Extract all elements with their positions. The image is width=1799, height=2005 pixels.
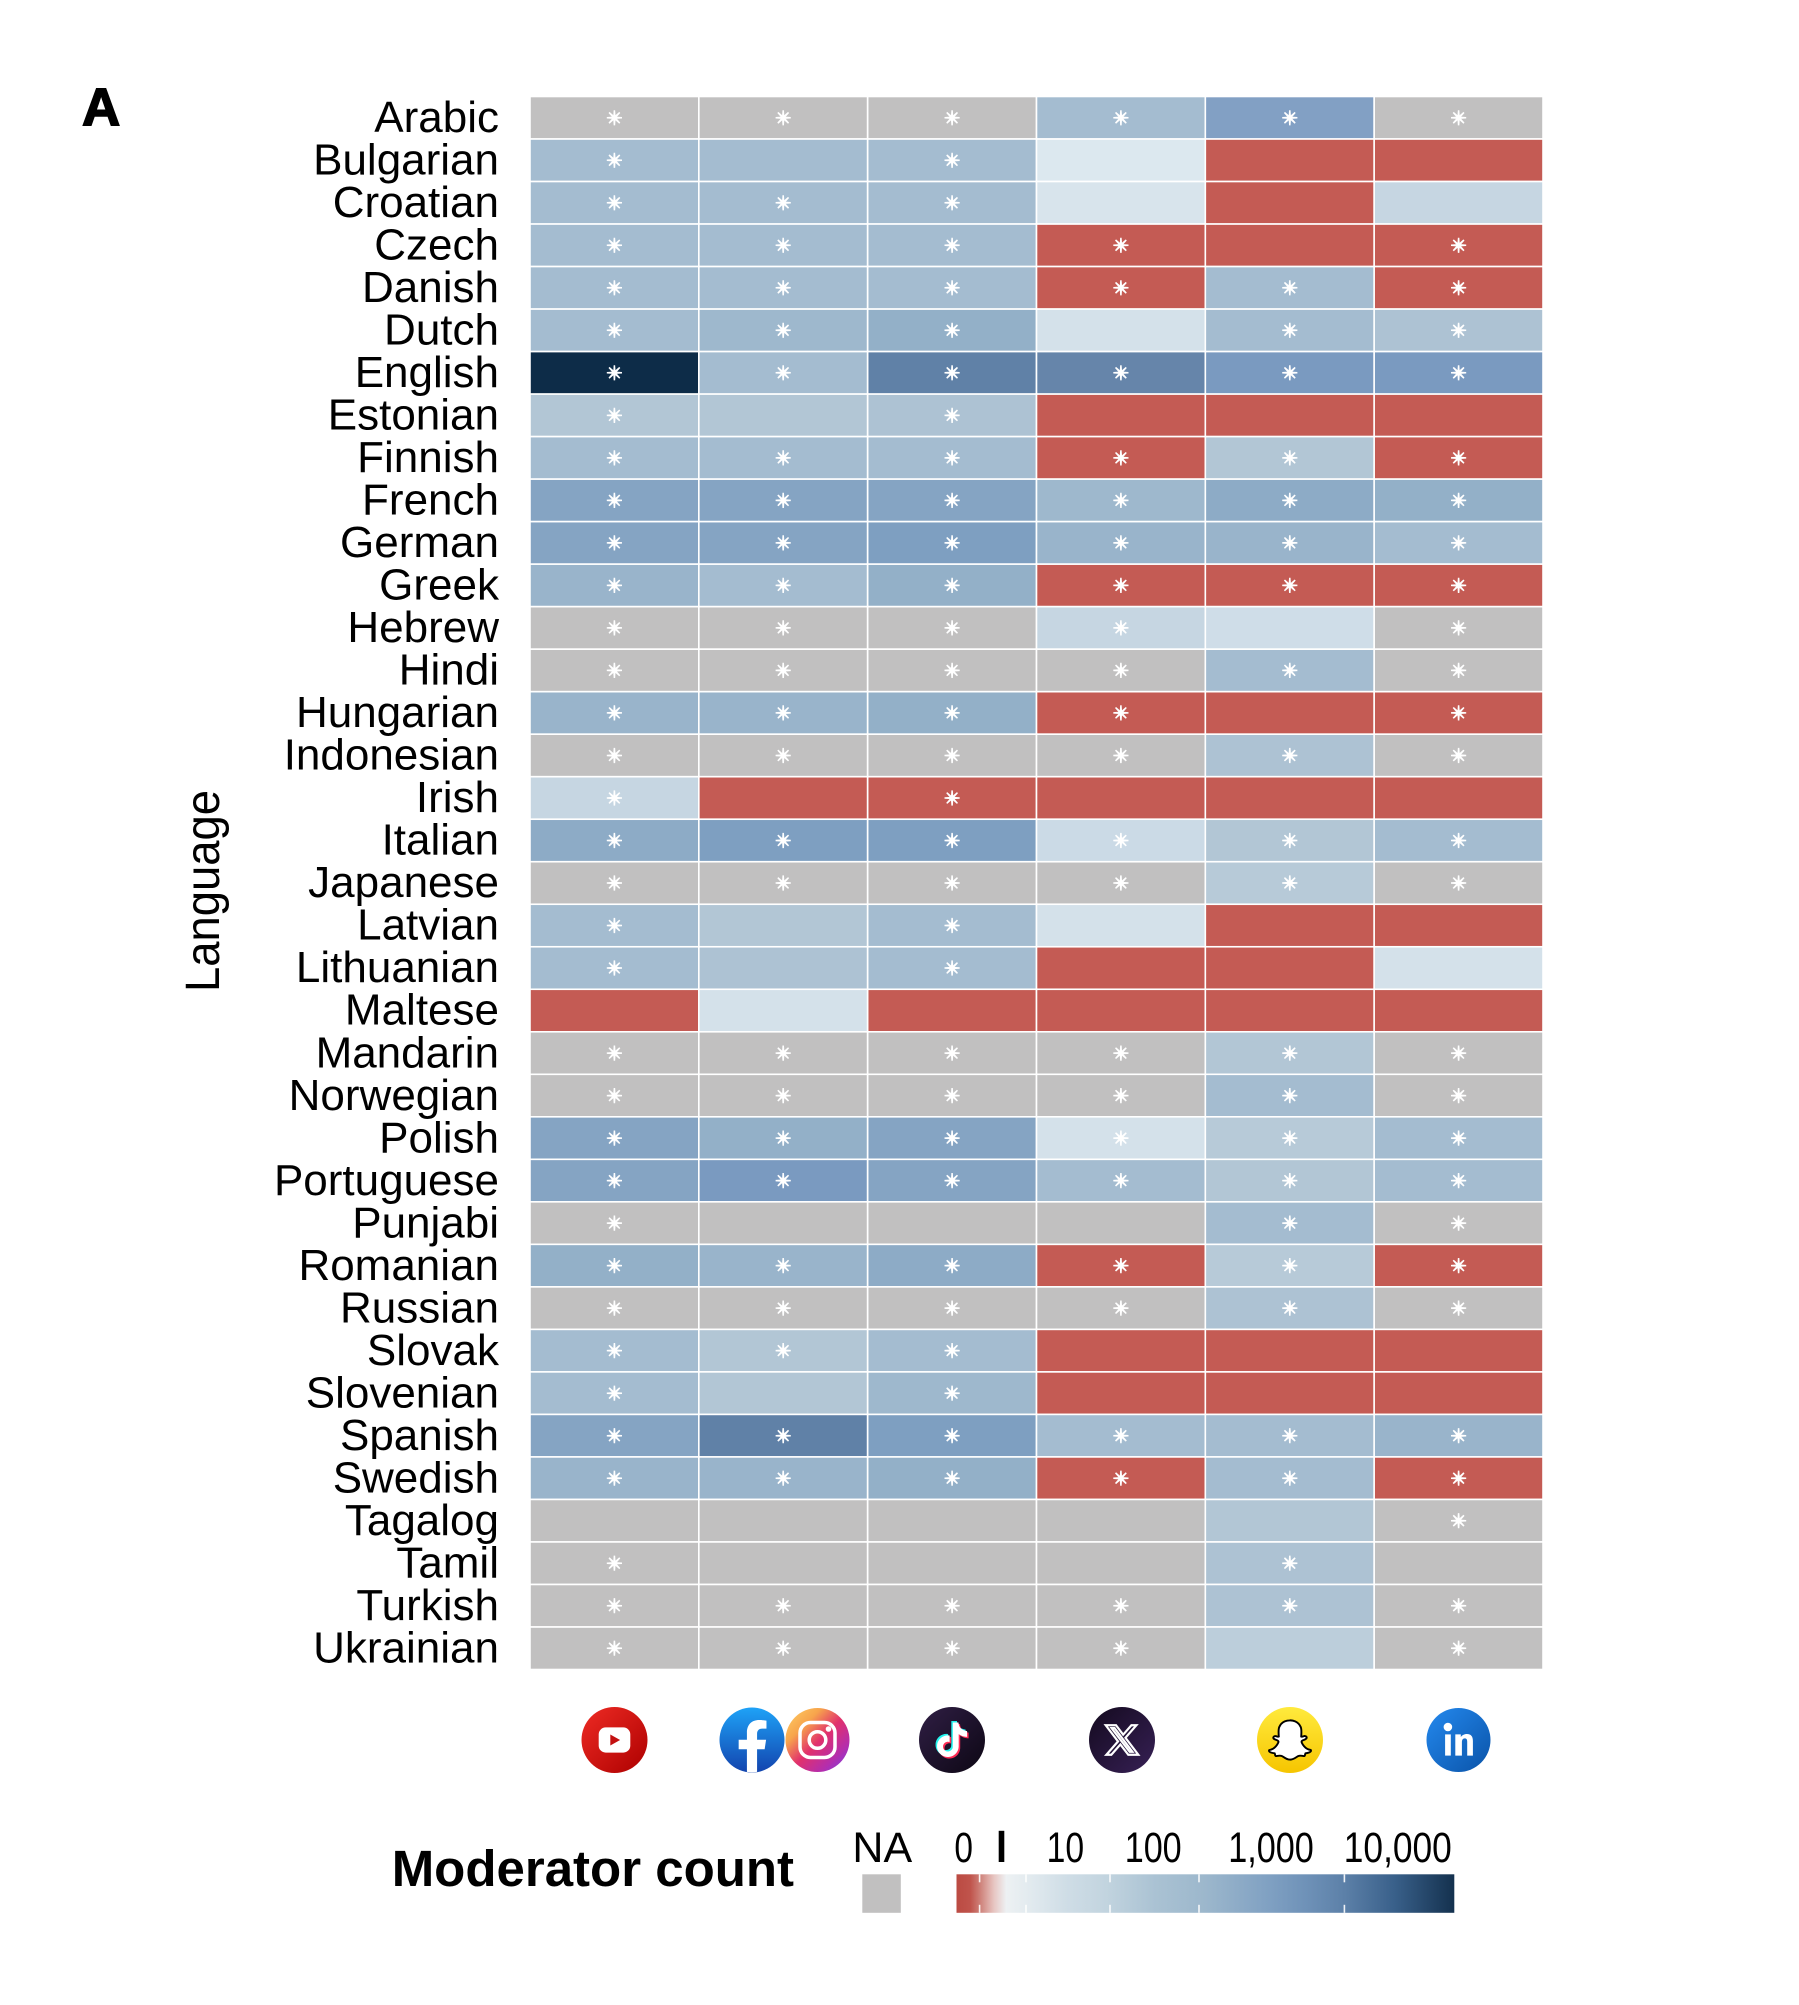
svg-text:Hindi: Hindi	[399, 646, 499, 695]
svg-text:Polish: Polish	[379, 1113, 499, 1162]
svg-text:A: A	[82, 78, 120, 137]
svg-text:Ukrainian: Ukrainian	[313, 1623, 499, 1672]
svg-text:Language: Language	[177, 790, 230, 992]
svg-text:Arabic: Arabic	[374, 93, 499, 142]
svg-text:Tagalog: Tagalog	[345, 1496, 499, 1545]
svg-text:Romanian: Romanian	[298, 1241, 499, 1290]
svg-text:English: English	[355, 348, 499, 397]
svg-text:Estonian: Estonian	[328, 391, 499, 440]
svg-text:Spanish: Spanish	[340, 1411, 499, 1460]
svg-text:Croatian: Croatian	[333, 178, 499, 227]
svg-text:10,000: 10,000	[1344, 1824, 1452, 1872]
svg-text:Danish: Danish	[362, 263, 499, 312]
svg-text:Swedish: Swedish	[333, 1453, 499, 1502]
svg-text:Japanese: Japanese	[308, 858, 499, 907]
svg-text:German: German	[340, 518, 499, 567]
svg-text:Maltese: Maltese	[345, 986, 499, 1035]
svg-text:100: 100	[1125, 1824, 1182, 1872]
svg-text:Bulgarian: Bulgarian	[313, 136, 499, 185]
svg-text:Portuguese: Portuguese	[274, 1156, 499, 1205]
svg-text:Russian: Russian	[340, 1283, 499, 1332]
svg-text:French: French	[362, 476, 499, 525]
svg-text:Greek: Greek	[379, 561, 500, 610]
svg-text:Czech: Czech	[374, 221, 499, 270]
svg-text:Norwegian: Norwegian	[289, 1071, 499, 1120]
svg-text:0: 0	[954, 1824, 973, 1872]
svg-text:NA: NA	[852, 1824, 912, 1872]
svg-text:Finnish: Finnish	[357, 433, 499, 482]
svg-text:1,000: 1,000	[1228, 1824, 1314, 1872]
svg-text:Mandarin: Mandarin	[316, 1028, 499, 1077]
svg-text:Hebrew: Hebrew	[347, 603, 499, 652]
svg-text:Italian: Italian	[382, 816, 499, 865]
svg-text:Punjabi: Punjabi	[352, 1198, 499, 1247]
svg-text:Hungarian: Hungarian	[296, 688, 499, 737]
svg-text:Indonesian: Indonesian	[284, 731, 499, 780]
svg-text:Moderator count: Moderator count	[392, 1840, 794, 1897]
svg-text:Slovak: Slovak	[367, 1326, 500, 1375]
svg-text:10: 10	[1047, 1824, 1085, 1872]
svg-text:Tamil: Tamil	[396, 1538, 499, 1587]
svg-text:Turkish: Turkish	[356, 1581, 499, 1630]
svg-text:Lithuanian: Lithuanian	[296, 943, 499, 992]
svg-text:Slovenian: Slovenian	[306, 1368, 499, 1417]
svg-text:Dutch: Dutch	[384, 306, 499, 355]
svg-text:Irish: Irish	[416, 773, 499, 822]
svg-text:Latvian: Latvian	[357, 901, 499, 950]
